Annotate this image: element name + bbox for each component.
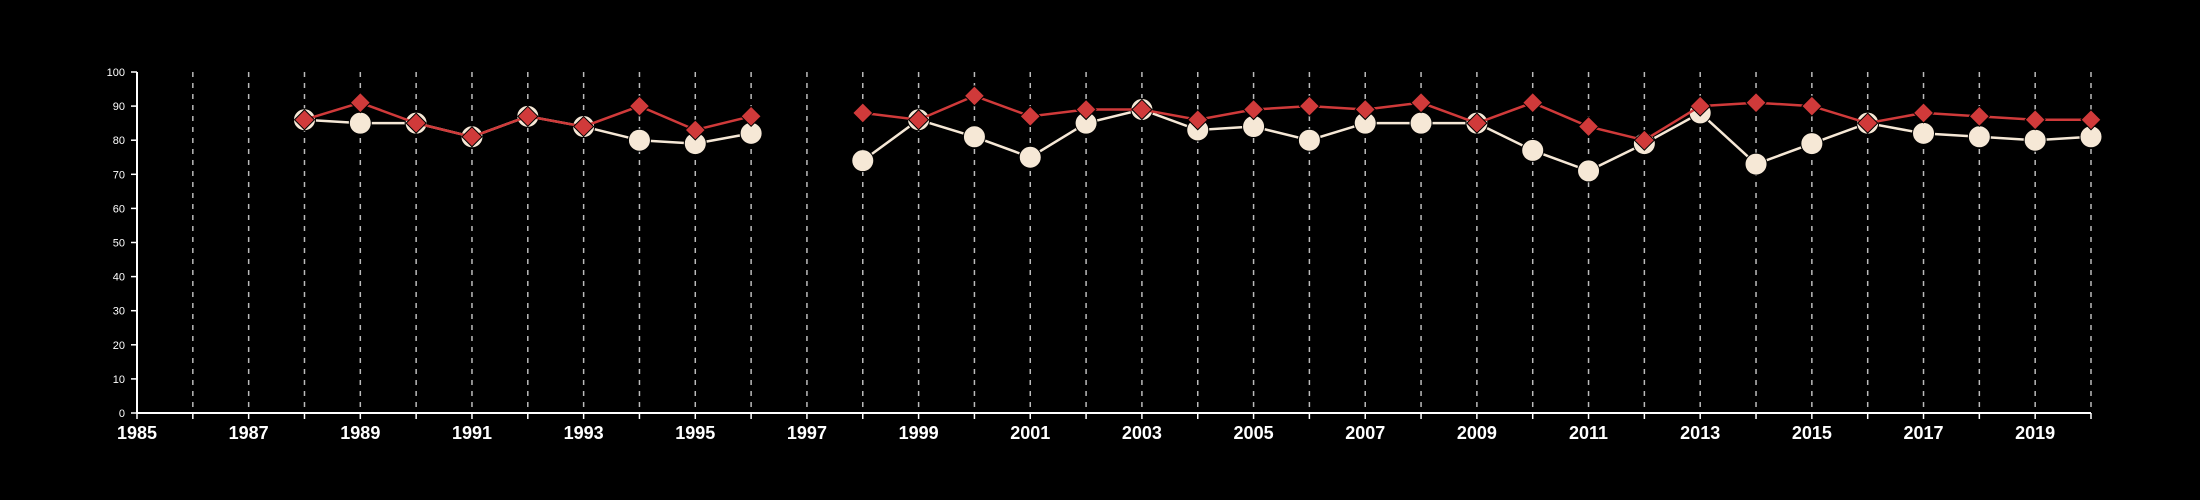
gridlines — [192, 72, 2092, 413]
x-tick-label-2003: 2003 — [1122, 423, 1162, 443]
series-2-point-2005 — [1242, 98, 1265, 121]
series-2-point-1990 — [405, 112, 427, 134]
series-2-point-2015 — [1801, 95, 1823, 117]
axes — [136, 72, 2091, 414]
x-tick-label-2001: 2001 — [1010, 423, 1050, 443]
y-tick-label-60: 60 — [113, 203, 125, 215]
series-2-point-1993 — [572, 115, 595, 138]
y-tick-label-20: 20 — [113, 340, 125, 352]
y-tick-label-30: 30 — [113, 306, 125, 318]
y-tick-label-80: 80 — [113, 135, 125, 147]
series-1-point-2014 — [1744, 152, 1768, 176]
x-tick-label-1997: 1997 — [787, 423, 827, 443]
series-2-point-1998 — [852, 102, 874, 124]
series-1-point-2008 — [1409, 111, 1433, 135]
series-2-point-2002 — [1075, 98, 1097, 121]
x-tick-label-2009: 2009 — [1457, 423, 1497, 443]
series-2-point-2019 — [2024, 109, 2046, 131]
series-1-point-2001 — [1018, 145, 1042, 169]
x-tick-label-1985: 1985 — [117, 423, 157, 443]
series-2-point-2020 — [2080, 109, 2102, 131]
x-tick-label-1995: 1995 — [675, 423, 715, 443]
series-1-point-2017 — [1912, 121, 1936, 145]
series-2-point-2001 — [1019, 105, 1041, 128]
series-2-point-2009 — [1466, 112, 1488, 134]
y-tick-label-90: 90 — [113, 101, 125, 113]
y-axis-ticks: 0 10 20 30 40 50 60 70 80 90 100 — [107, 67, 137, 420]
y-tick-label-50: 50 — [113, 238, 125, 250]
series-1-point-1998 — [851, 149, 875, 173]
series-2-point-2008 — [1410, 91, 1432, 114]
x-tick-label-2015: 2015 — [1792, 423, 1832, 443]
series-2-point-2010 — [1522, 91, 1544, 114]
series-2-point-2017 — [1912, 102, 1935, 124]
series-2-point-1996 — [740, 105, 762, 128]
series-2 — [293, 85, 2102, 151]
series-2-point-2018 — [1968, 105, 1991, 128]
x-tick-label-1993: 1993 — [564, 423, 604, 443]
series-2-point-2007 — [1354, 98, 1376, 121]
x-tick-label-1987: 1987 — [229, 423, 269, 443]
series-2-point-1994 — [628, 95, 651, 117]
y-tick-label-40: 40 — [113, 272, 125, 284]
series-2-point-2016 — [1856, 112, 1879, 134]
series-2-point-1992 — [517, 105, 539, 128]
series-1-point-2006 — [1297, 128, 1321, 152]
series-layer — [292, 85, 2103, 183]
x-tick-label-1999: 1999 — [899, 423, 939, 443]
series-1-point-1989 — [348, 111, 372, 135]
series-1-point-2015 — [1800, 132, 1824, 156]
series-2-point-1995 — [684, 119, 706, 141]
series-1-point-2018 — [1967, 125, 1991, 149]
series-2-point-2006 — [1298, 95, 1321, 117]
series-1-point-2010 — [1521, 138, 1545, 162]
x-tick-label-1989: 1989 — [340, 423, 380, 443]
series-2-point-2012 — [1633, 129, 1656, 151]
series-2-point-1991 — [461, 126, 483, 148]
x-tick-label-2011: 2011 — [1569, 423, 1608, 443]
x-tick-label-2007: 2007 — [1345, 423, 1385, 443]
x-axis-ticks: 1985 1987 1989 1991 1993 1995 1997 1999 2001 2003… — [117, 413, 2092, 443]
y-tick-label-10: 10 — [113, 374, 125, 386]
series-2-point-2013 — [1689, 95, 1711, 117]
series-2-point-2004 — [1187, 109, 1209, 131]
x-tick-label-2017: 2017 — [1903, 423, 1943, 443]
series-2-point-2003 — [1131, 98, 1153, 121]
series-1-point-1994 — [627, 128, 651, 152]
x-tick-label-2005: 2005 — [1234, 423, 1274, 443]
series-2-point-2014 — [1745, 91, 1767, 114]
y-tick-label-0: 0 — [119, 408, 125, 420]
series-2-point-1999 — [907, 109, 930, 131]
y-tick-label-100: 100 — [107, 67, 125, 79]
series-2-point-1988 — [293, 109, 316, 131]
series-2-point-2011 — [1577, 115, 1600, 138]
series-2-point-2000 — [963, 85, 986, 107]
y-tick-label-70: 70 — [113, 169, 125, 181]
x-tick-label-2013: 2013 — [1680, 423, 1720, 443]
x-tick-label-1991: 1991 — [452, 423, 492, 443]
series-1-point-2011 — [1577, 159, 1601, 183]
x-tick-label-2019: 2019 — [2015, 423, 2055, 443]
series-2-point-1989 — [349, 91, 372, 114]
series-1-point-2019 — [2023, 128, 2047, 152]
series-1-point-2000 — [962, 125, 986, 149]
